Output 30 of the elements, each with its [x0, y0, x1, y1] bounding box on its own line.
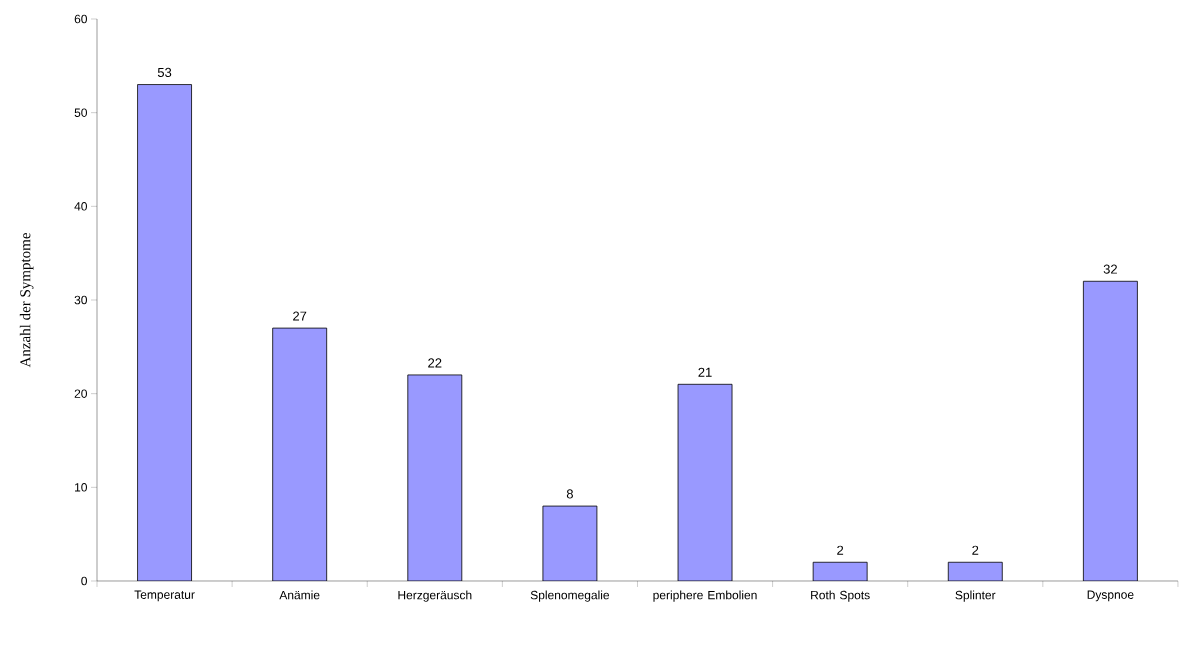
bar — [677, 383, 733, 581]
x-tick-label: periphere Embolien — [653, 590, 757, 602]
data-label: 53 — [157, 67, 172, 78]
y-tick-label: 30 — [74, 295, 87, 305]
bar — [1082, 280, 1138, 581]
data-label: 21 — [698, 367, 712, 377]
bar — [407, 374, 463, 581]
y-tick-label: 40 — [74, 202, 87, 211]
x-tick-label: Roth Spots — [811, 590, 870, 602]
data-label: 27 — [293, 311, 307, 321]
y-tick-label: 60 — [74, 14, 87, 24]
y-axis-title: Anzahl der Symptome — [19, 233, 34, 368]
x-tick-label: Splinter — [955, 590, 996, 602]
y-tick-label: 0 — [81, 576, 88, 586]
data-label: 32 — [1103, 264, 1117, 274]
data-label: 22 — [428, 358, 442, 368]
data-label: 2 — [837, 545, 844, 555]
bar — [542, 505, 598, 581]
y-tick-label: 20 — [74, 389, 87, 398]
x-tick-label: Temperatur — [134, 590, 195, 602]
bar — [137, 84, 192, 581]
y-tick-label: 10 — [75, 483, 87, 492]
y-tick-label: 50 — [74, 108, 87, 117]
x-tick-label: Dyspnoe — [1087, 590, 1134, 602]
x-tick-label: Herzgeräusch — [398, 590, 472, 602]
data-label: 2 — [972, 545, 979, 555]
x-tick-label: Anämie — [279, 590, 320, 600]
x-tick-label: Splenomegalie — [530, 590, 610, 602]
data-label: 8 — [566, 489, 573, 499]
bar — [272, 327, 328, 581]
